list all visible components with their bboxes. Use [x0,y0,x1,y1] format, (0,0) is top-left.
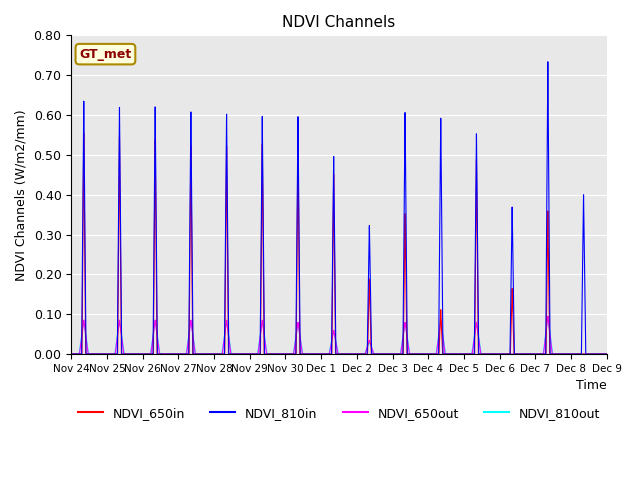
X-axis label: Time: Time [576,379,607,392]
NDVI_810out [67,351,75,357]
Legend: NDVI_650in, NDVI_810in, NDVI_650out, NDVI_810out: NDVI_650in, NDVI_810in, NDVI_650out, NDV… [73,402,605,425]
NDVI_810in [308,351,316,357]
NDVI_810out [544,313,552,319]
NDVI_810in [409,351,417,357]
NDVI_650out [67,351,75,357]
NDVI_650in [532,351,540,357]
Title: NDVI Channels: NDVI Channels [282,15,396,30]
NDVI_650in [67,351,75,357]
NDVI_650out [596,351,604,357]
NDVI_650in [308,351,316,357]
NDVI_810in [603,351,611,357]
NDVI_650in [548,351,556,357]
NDVI_650out [603,351,611,357]
NDVI_650in [409,351,417,357]
NDVI_810out [532,351,540,357]
NDVI_650out [308,351,316,357]
NDVI_810out [596,351,604,357]
NDVI_650in [80,130,88,136]
NDVI_810in [548,351,556,357]
NDVI_810in [532,351,540,357]
NDVI_650out [532,351,540,357]
Line: NDVI_650in: NDVI_650in [71,133,607,354]
Line: NDVI_810out: NDVI_810out [71,316,607,354]
NDVI_810out [603,351,611,357]
NDVI_810out [308,351,316,357]
NDVI_650in [596,351,604,357]
Line: NDVI_810in: NDVI_810in [71,62,607,354]
NDVI_650out [548,346,556,351]
NDVI_650out [602,351,609,357]
Text: GT_met: GT_met [79,48,132,60]
NDVI_810out [548,343,556,348]
NDVI_650out [544,313,552,319]
Line: NDVI_650out: NDVI_650out [71,316,607,354]
NDVI_650in [603,351,611,357]
NDVI_650in [602,351,609,357]
NDVI_810in [544,59,552,65]
NDVI_810out [409,351,417,357]
NDVI_650out [409,351,417,357]
NDVI_810in [596,351,604,357]
Y-axis label: NDVI Channels (W/m2/mm): NDVI Channels (W/m2/mm) [15,109,28,280]
NDVI_810in [67,351,75,357]
NDVI_810in [602,351,609,357]
NDVI_810out [602,351,609,357]
